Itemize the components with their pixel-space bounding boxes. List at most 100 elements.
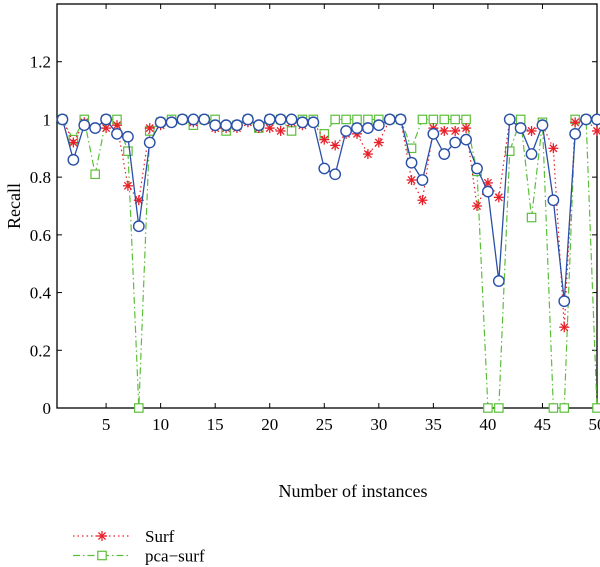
data-point [536, 119, 549, 132]
data-point [548, 403, 559, 413]
data-point [526, 125, 537, 136]
x-tick-label: 45 [534, 415, 551, 434]
data-point [591, 113, 600, 126]
data-point [274, 113, 287, 126]
data-point [417, 195, 428, 206]
legend-label: Surf [145, 527, 175, 546]
legend-item-surf: Surf [73, 527, 175, 546]
y-tick-label: 1.2 [30, 53, 51, 72]
series-csa-surf [56, 113, 600, 308]
y-tick-label: 0.2 [30, 341, 51, 360]
data-point [143, 136, 156, 149]
data-point [144, 123, 155, 134]
data-point [526, 212, 537, 223]
data-point [187, 113, 200, 126]
data-point [558, 295, 571, 308]
y-tick-label: 0 [43, 399, 52, 418]
data-point [461, 123, 472, 134]
data-point [559, 403, 570, 413]
data-point [439, 125, 450, 136]
data-point [165, 116, 178, 129]
data-point [132, 220, 145, 233]
data-point [134, 403, 144, 413]
legend-label: pca−surf [145, 547, 205, 566]
data-point [78, 119, 91, 132]
x-tick-label: 25 [316, 415, 333, 434]
y-tick-label: 0.8 [30, 168, 51, 187]
x-tick-label: 40 [479, 415, 496, 434]
data-point [122, 180, 133, 191]
data-point [319, 134, 330, 145]
data-point [362, 149, 373, 160]
legend-marker [97, 531, 107, 541]
data-point [570, 117, 581, 128]
data-point [362, 122, 374, 134]
data-point [154, 116, 167, 129]
plot-frame [56, 3, 598, 409]
data-point [394, 113, 407, 126]
series-line [61, 118, 597, 302]
x-tick-label: 5 [102, 415, 111, 434]
x-axis-title: Number of instances [279, 481, 428, 501]
data-point [90, 169, 100, 180]
data-point [525, 148, 538, 160]
data-point [329, 168, 342, 181]
data-point [123, 146, 133, 156]
x-tick-label: 15 [207, 415, 224, 434]
data-point [438, 148, 451, 160]
data-point [112, 120, 122, 131]
data-point [427, 127, 440, 140]
series-line [61, 118, 598, 328]
data-point [492, 275, 505, 287]
data-point [482, 185, 494, 198]
data-point [209, 119, 222, 132]
series-layer [56, 113, 600, 413]
data-point [176, 113, 189, 126]
y-tick-label: 0.6 [30, 226, 51, 245]
data-point [56, 113, 69, 126]
data-point [67, 153, 80, 166]
data-point [68, 137, 79, 148]
data-point [242, 113, 254, 126]
data-point [252, 119, 265, 132]
data-point [428, 114, 439, 125]
data-point [330, 140, 341, 151]
data-point [264, 123, 275, 134]
data-point [450, 114, 460, 125]
data-point [503, 113, 516, 126]
data-point [494, 403, 504, 413]
data-point [514, 122, 527, 134]
data-point [592, 403, 600, 413]
data-point [373, 137, 384, 148]
data-point [405, 156, 418, 169]
data-point [450, 125, 461, 136]
data-point [580, 113, 592, 126]
data-point [231, 119, 243, 132]
data-point [548, 143, 559, 154]
series-pca-surf [57, 114, 600, 413]
data-point [449, 136, 462, 149]
x-tick-label: 20 [261, 415, 278, 434]
data-point [341, 114, 351, 125]
data-point [351, 122, 363, 134]
data-point [198, 113, 211, 126]
data-point [89, 122, 102, 134]
data-point [417, 114, 428, 125]
legend-marker [97, 550, 107, 561]
data-point [111, 127, 123, 140]
data-point [383, 113, 396, 126]
data-point [275, 125, 286, 136]
data-point [296, 116, 309, 129]
data-point [471, 162, 483, 175]
data-point [569, 127, 582, 140]
x-tick-label: 30 [370, 415, 387, 434]
data-point [439, 114, 450, 125]
data-point [483, 403, 493, 413]
data-point [263, 113, 276, 126]
data-point [493, 192, 504, 203]
data-point [318, 162, 331, 175]
axis-ticks: 5 10 15 20 25 30 35 40 45 50 0 0.2 0.4 0.6 0.8 1 1.2 [30, 4, 600, 434]
data-point [372, 119, 385, 132]
